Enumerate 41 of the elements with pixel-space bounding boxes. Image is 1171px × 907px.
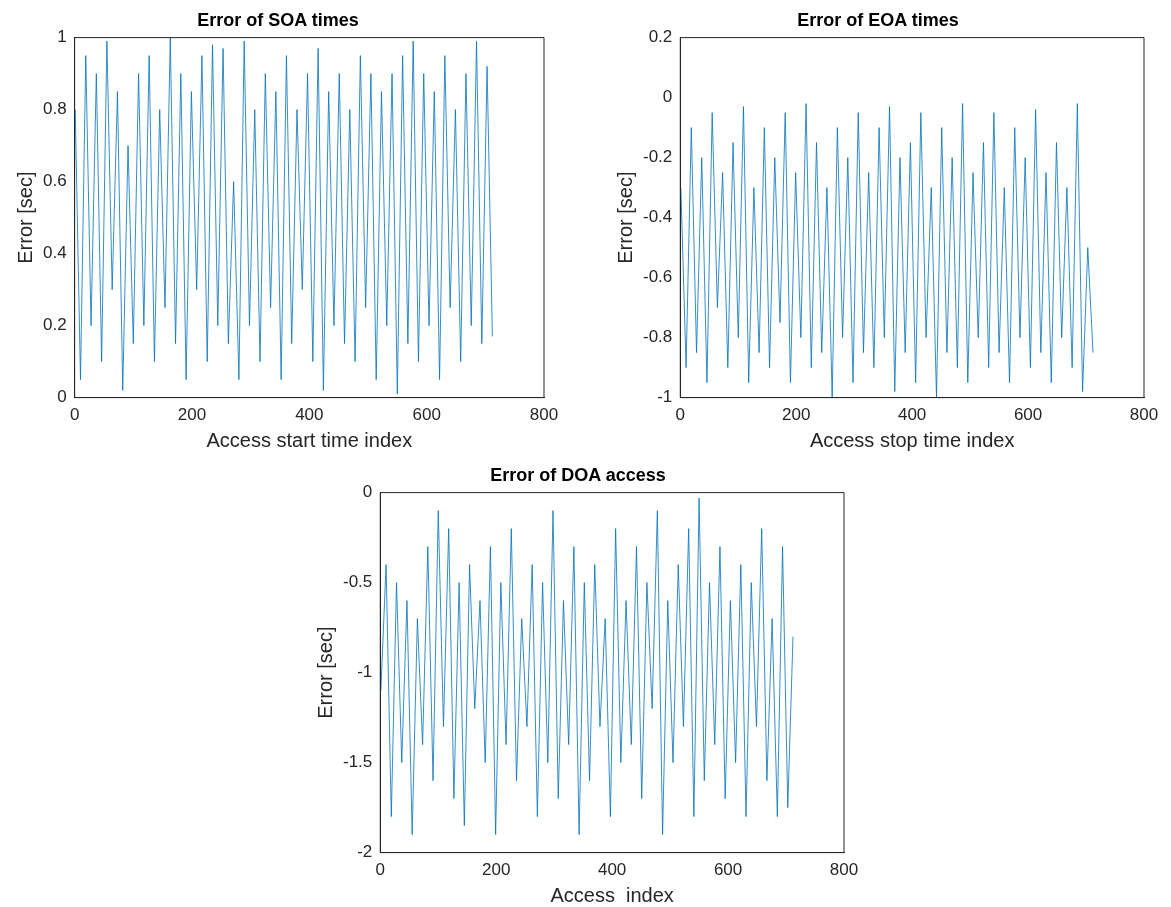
y-tick-label: -0.5: [343, 572, 373, 592]
y-tick-label: 1: [57, 27, 67, 47]
y-tick-label: -2: [357, 842, 373, 862]
y-tick-label: -1.5: [343, 752, 373, 772]
x-tick-label: 800: [1129, 405, 1159, 425]
x-tick-label: 400: [597, 860, 627, 880]
chart-title: Error of EOA times: [797, 9, 959, 30]
y-axis-title: Error [sec]: [13, 171, 36, 264]
y-tick-label: 0.4: [42, 243, 67, 263]
x-tick-label: 800: [829, 860, 859, 880]
y-tick-label: 0.2: [648, 27, 673, 47]
y-axis-title: Error [sec]: [613, 171, 636, 264]
x-tick-label: 0: [675, 405, 686, 425]
y-tick-label: -0.8: [643, 327, 673, 347]
y-tick-label: -1: [657, 387, 673, 407]
x-axis-title: Access stop time index: [809, 428, 1015, 451]
x-tick-label: 0: [375, 860, 386, 880]
y-tick-label: -0.4: [643, 207, 673, 227]
y-tick-label: -1: [357, 662, 373, 682]
y-tick-label: 0: [362, 482, 373, 502]
x-tick-label: 200: [482, 860, 511, 880]
chart-title: Error of DOA access: [490, 464, 666, 485]
y-tick-label: 0: [662, 87, 673, 107]
x-tick-label: 400: [295, 405, 324, 425]
y-tick-label: -0.2: [643, 147, 673, 167]
y-tick-label: 0.8: [42, 99, 67, 119]
x-axis-title: Access start time index: [206, 428, 413, 451]
y-axis-title: Error [sec]: [313, 626, 336, 719]
y-tick-label: 0.2: [42, 315, 67, 335]
chart-title: Error of SOA times: [197, 9, 359, 30]
x-tick-label: 200: [782, 405, 811, 425]
x-tick-label: 800: [529, 405, 559, 425]
x-tick-label: 600: [412, 405, 441, 425]
x-tick-label: 600: [1013, 405, 1043, 425]
x-tick-label: 600: [713, 860, 743, 880]
y-tick-label: 0.6: [42, 171, 67, 191]
x-axis-title: Access index: [550, 883, 674, 906]
x-tick-label: 400: [897, 405, 927, 425]
y-tick-label: 0: [57, 387, 67, 407]
y-tick-label: -0.6: [643, 267, 673, 287]
x-tick-label: 200: [177, 405, 207, 425]
